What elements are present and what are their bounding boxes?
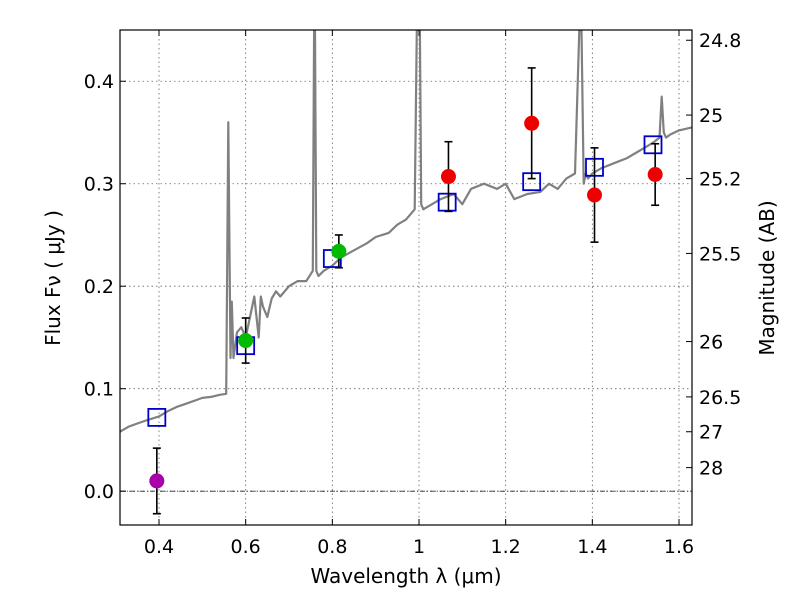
x-tick-label: 1	[413, 536, 425, 558]
y2-tick-label: 27	[699, 422, 723, 444]
y2-tick-label: 25.5	[699, 243, 741, 265]
y-tick-label: 0.4	[84, 71, 114, 93]
x-tick-label: 1.4	[577, 536, 607, 558]
observed-point	[524, 115, 540, 131]
grid-layer	[120, 30, 692, 525]
y-tick-label: 0.3	[84, 174, 114, 196]
x-tick-label: 1.2	[491, 536, 521, 558]
observed-point	[238, 333, 254, 349]
data-layer	[120, 30, 692, 515]
y2-tick-label: 24.8	[699, 30, 741, 52]
x-tick-label: 1.6	[664, 536, 694, 558]
y2-tick-label: 26	[699, 332, 723, 354]
spectrum-line	[120, 30, 692, 433]
y2-tick-label: 25.2	[699, 169, 741, 191]
model-photometry-square	[643, 135, 663, 155]
y2-axis-label: Magnitude (AB)	[755, 200, 779, 355]
x-tick-label: 0.4	[144, 536, 174, 558]
axis-layer: 0.4 0.6 0.8 1 1.2 1.4 1.6 0.0 0.1 0.2 0.3 0.4 24.8 25…	[84, 30, 741, 558]
observed-point	[149, 473, 165, 489]
observed-point	[440, 169, 456, 185]
y-tick-label: 0.0	[84, 481, 114, 503]
x-tick-label: 0.6	[231, 536, 261, 558]
y-tick-label: 0.1	[84, 379, 114, 401]
observed-point	[587, 187, 602, 203]
observed-point	[331, 243, 347, 259]
model-photometry-square	[147, 407, 167, 427]
plot-frame	[119, 29, 693, 526]
y-axis-label: Flux Fν ( μJy )	[41, 210, 65, 346]
y2-tick-label: 25	[699, 105, 723, 127]
y-tick-label: 0.2	[84, 276, 114, 298]
x-axis-label: Wavelength λ (μm)	[310, 564, 501, 588]
y2-tick-label: 28	[699, 458, 723, 480]
y2-tick-label: 26.5	[699, 387, 741, 409]
observed-point	[647, 167, 663, 183]
x-tick-label: 0.8	[317, 536, 347, 558]
